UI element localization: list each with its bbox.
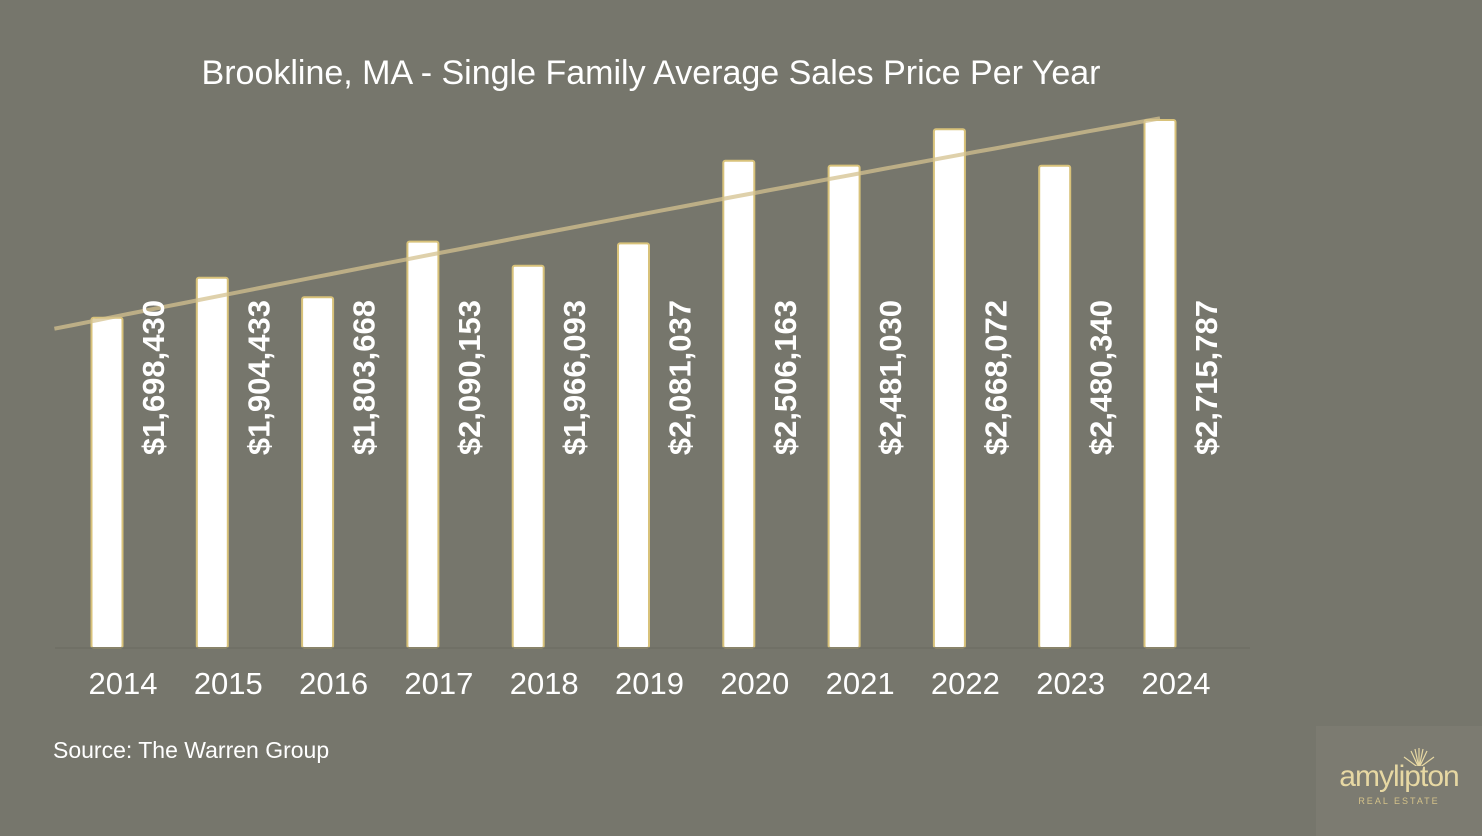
source-note: Source: The Warren Group xyxy=(53,737,330,763)
bar-2022 xyxy=(932,128,966,650)
x-tick-2020: 2020 xyxy=(720,666,789,701)
data-label-2017: $2,090,153 xyxy=(452,300,487,455)
bar-2018 xyxy=(511,264,545,649)
x-tick-2014: 2014 xyxy=(89,666,158,701)
x-tick-2019: 2019 xyxy=(615,666,684,701)
data-label-2024: $2,715,787 xyxy=(1189,300,1224,455)
x-ticks-group: 2014 2015 2016 2017 2018 2019 2020 2021 2022 2023… xyxy=(89,666,1211,701)
brand-logo: amylipton REAL ESTATE xyxy=(1316,726,1482,836)
bar-2015 xyxy=(195,276,229,649)
data-label-2015: $1,904,433 xyxy=(241,300,276,455)
data-labels-group: $1,698,430 $1,904,433 $1,803,668 $2,090,153… xyxy=(136,300,1224,455)
data-label-2022: $2,668,072 xyxy=(978,300,1013,455)
bar-2017 xyxy=(406,240,440,649)
bar-2016 xyxy=(301,296,335,649)
bar-2024 xyxy=(1143,119,1177,649)
bar-2020 xyxy=(722,159,756,650)
x-tick-2021: 2021 xyxy=(826,666,895,701)
trend-line xyxy=(54,116,1161,331)
data-label-2014: $1,698,430 xyxy=(136,300,171,455)
logo-subtitle: REAL ESTATE xyxy=(1358,796,1440,806)
data-label-2023: $2,480,340 xyxy=(1084,300,1119,455)
data-label-2020: $2,506,163 xyxy=(768,300,803,455)
data-label-2016: $1,803,668 xyxy=(347,300,382,455)
data-label-2019: $2,081,037 xyxy=(663,300,698,455)
x-tick-2016: 2016 xyxy=(299,666,368,701)
x-tick-2022: 2022 xyxy=(931,666,1000,701)
bar-2019 xyxy=(617,242,650,649)
logo-name: amylipton xyxy=(1339,760,1459,793)
data-label-2018: $1,966,093 xyxy=(557,300,592,455)
bar-2014 xyxy=(90,316,124,649)
x-tick-2017: 2017 xyxy=(404,666,473,701)
x-tick-2018: 2018 xyxy=(510,666,579,701)
bar-2021 xyxy=(827,164,861,649)
data-label-2021: $2,481,030 xyxy=(873,300,908,455)
x-tick-2024: 2024 xyxy=(1142,666,1211,701)
x-tick-2015: 2015 xyxy=(194,666,263,701)
sparkle-icon xyxy=(1403,748,1435,766)
x-tick-2023: 2023 xyxy=(1036,666,1105,701)
bars-group xyxy=(90,119,1177,650)
chart-title: Brookline, MA - Single Family Average Sa… xyxy=(202,54,1101,92)
bar-2023 xyxy=(1038,164,1072,650)
